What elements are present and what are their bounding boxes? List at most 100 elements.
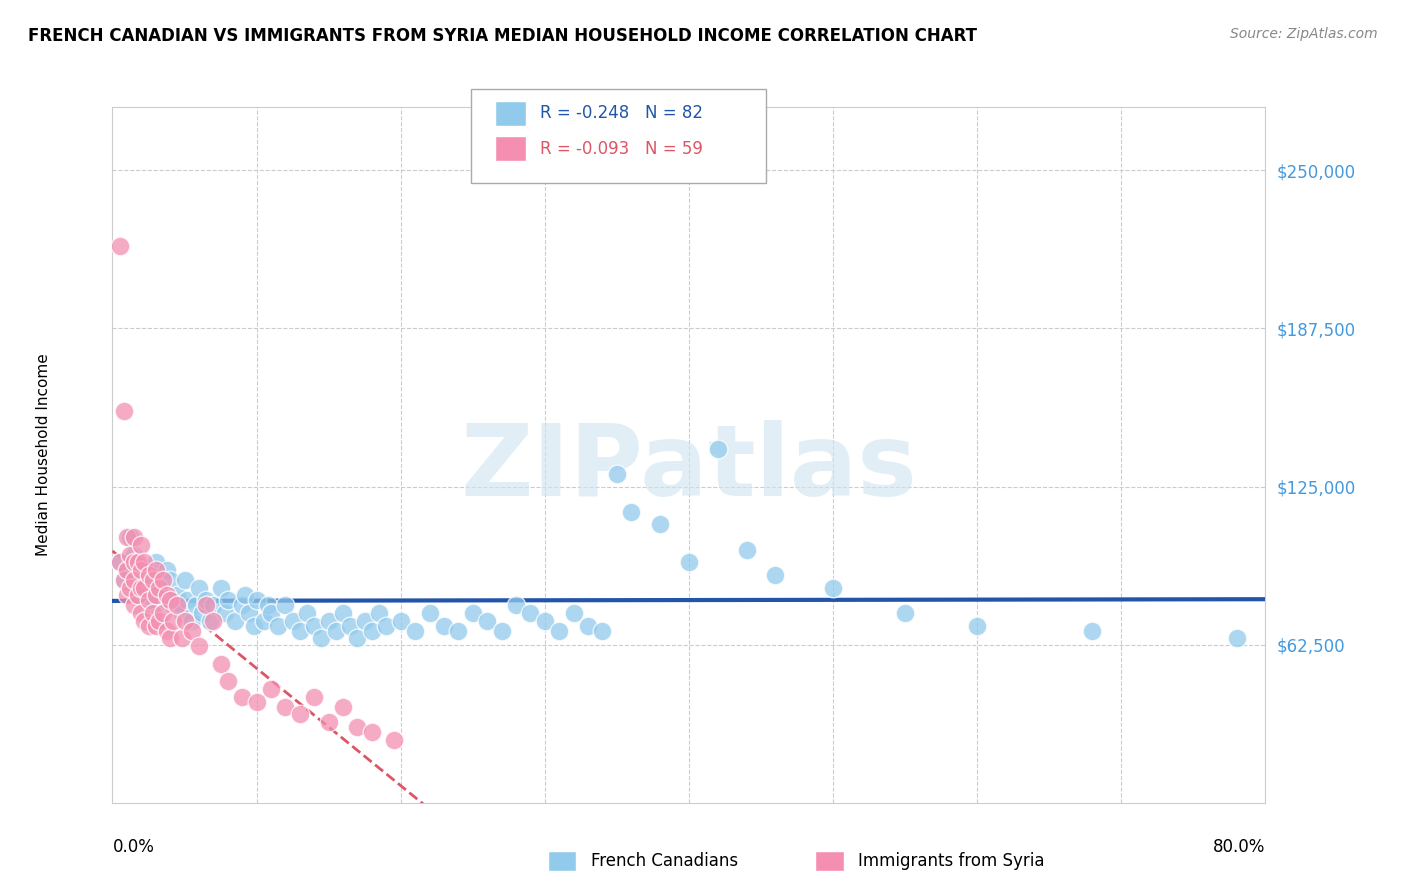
Point (346, 720, 368, 734)
Point (127, 581, 149, 595)
Point (332, 699, 354, 714)
Point (217, 674, 239, 689)
Point (505, 599, 527, 613)
Point (966, 618, 988, 632)
Point (134, 581, 156, 595)
Point (360, 725, 382, 739)
Point (346, 632, 368, 646)
Point (274, 699, 297, 714)
Point (127, 556, 149, 570)
Point (159, 593, 181, 607)
Point (195, 599, 218, 613)
Point (353, 614, 375, 628)
Point (288, 707, 311, 722)
Point (200, 614, 222, 628)
Point (765, 568, 787, 582)
Point (108, 239, 131, 253)
Point (419, 606, 441, 620)
Point (332, 606, 354, 620)
Point (142, 606, 165, 620)
Point (368, 606, 391, 620)
Point (142, 599, 165, 613)
Point (152, 593, 174, 607)
Point (233, 588, 256, 602)
Point (156, 563, 179, 577)
Point (461, 606, 484, 620)
Point (115, 530, 138, 544)
Point (894, 606, 917, 620)
Point (148, 581, 170, 595)
Point (166, 588, 188, 602)
Point (112, 573, 135, 587)
Point (202, 599, 225, 613)
Point (318, 714, 340, 729)
Point (127, 588, 149, 602)
Point (129, 568, 153, 582)
Point (195, 593, 218, 607)
Point (162, 599, 184, 613)
Point (118, 581, 141, 595)
Point (134, 556, 156, 570)
Point (735, 542, 758, 557)
Point (176, 593, 198, 607)
Point (214, 606, 236, 620)
Point (257, 599, 280, 613)
Point (180, 614, 202, 628)
Point (142, 573, 165, 587)
Point (606, 467, 628, 481)
Text: 80.0%: 80.0% (1213, 838, 1265, 855)
Text: FRENCH CANADIAN VS IMMIGRANTS FROM SYRIA MEDIAN HOUSEHOLD INCOME CORRELATION CHA: FRENCH CANADIAN VS IMMIGRANTS FROM SYRIA… (28, 27, 977, 45)
Point (224, 614, 246, 628)
Point (145, 588, 167, 602)
Point (170, 632, 193, 646)
Point (173, 573, 195, 587)
Point (231, 690, 253, 704)
Point (242, 618, 264, 632)
Point (533, 614, 555, 628)
Point (188, 581, 211, 595)
Point (148, 614, 170, 628)
Point (447, 624, 470, 638)
Point (1226, 632, 1249, 646)
Point (162, 614, 184, 628)
Point (159, 632, 181, 646)
Text: 0.0%: 0.0% (112, 838, 155, 855)
Point (122, 556, 145, 570)
Point (339, 618, 361, 632)
Point (118, 548, 141, 562)
Point (112, 403, 135, 417)
Point (129, 606, 153, 620)
Point (245, 593, 267, 607)
Point (231, 599, 253, 613)
Point (209, 581, 232, 595)
Point (821, 581, 844, 595)
Point (318, 614, 340, 628)
Point (173, 614, 195, 628)
Point (706, 442, 728, 456)
Point (156, 624, 179, 638)
Point (281, 614, 304, 628)
Point (576, 618, 599, 632)
Point (148, 581, 170, 595)
Point (188, 639, 211, 653)
Point (145, 618, 167, 632)
Point (170, 606, 193, 620)
Point (325, 624, 347, 638)
Point (129, 538, 153, 552)
Point (648, 517, 672, 532)
Point (678, 556, 700, 570)
Point (592, 624, 614, 638)
Point (475, 614, 498, 628)
Point (519, 606, 541, 620)
Point (360, 624, 382, 638)
Point (145, 556, 167, 570)
Point (562, 606, 585, 620)
Point (118, 530, 141, 544)
Point (389, 614, 412, 628)
Point (382, 732, 405, 747)
Point (304, 618, 326, 632)
Text: Immigrants from Syria: Immigrants from Syria (858, 852, 1045, 870)
Point (115, 588, 138, 602)
Point (152, 573, 174, 587)
Point (112, 573, 135, 587)
